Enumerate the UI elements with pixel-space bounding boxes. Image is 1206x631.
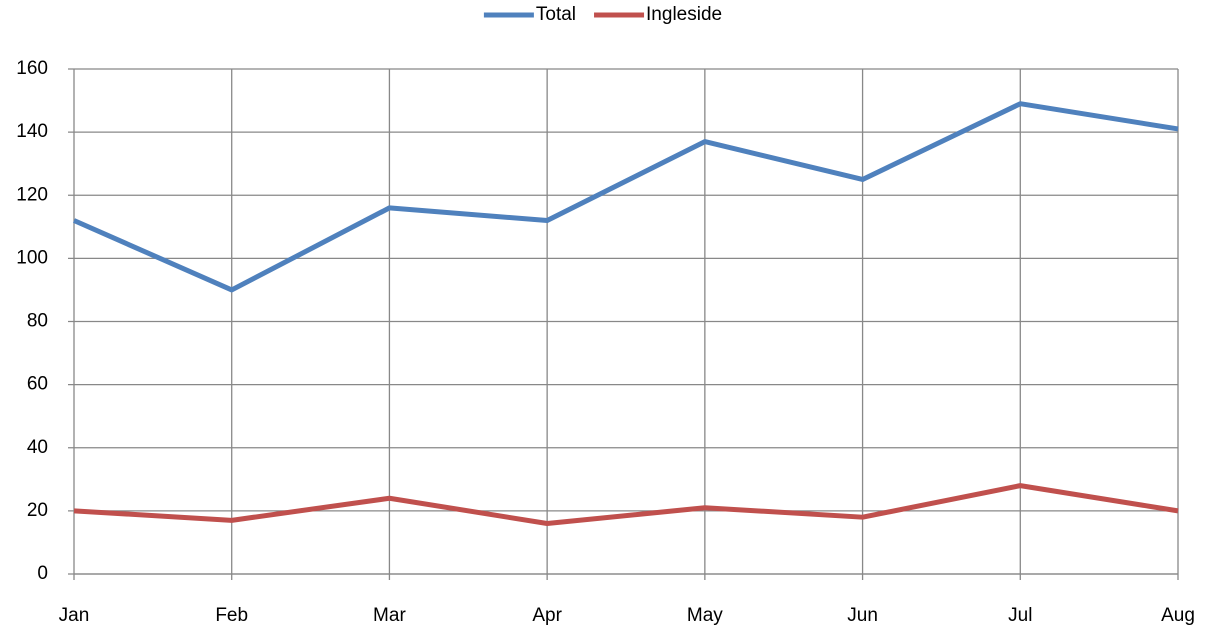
x-tick-label: Feb: [215, 605, 248, 626]
x-tick-label: Jul: [1008, 605, 1032, 626]
y-tick-label: 80: [27, 311, 48, 332]
y-tick-label: 0: [37, 563, 48, 584]
x-tick-label: Jun: [847, 605, 878, 626]
legend-label: Ingleside: [646, 4, 722, 25]
series-line: [72, 101, 1179, 293]
x-tick-label: Aug: [1161, 605, 1195, 626]
y-tick-label: 140: [16, 121, 48, 142]
x-tick-label: May: [687, 605, 723, 626]
y-tick-label: 120: [16, 184, 48, 205]
y-tick-label: 160: [16, 58, 48, 79]
y-tick-label: 60: [27, 374, 48, 395]
legend-label: Total: [536, 4, 576, 25]
series-line: [73, 483, 1179, 526]
y-tick-label: 100: [16, 247, 48, 268]
y-tick-label: 20: [27, 500, 48, 521]
y-tick-label: 40: [27, 437, 48, 458]
x-tick-label: Jan: [59, 605, 90, 626]
x-tick-label: Mar: [373, 605, 406, 626]
x-tick-label: Apr: [532, 605, 562, 626]
